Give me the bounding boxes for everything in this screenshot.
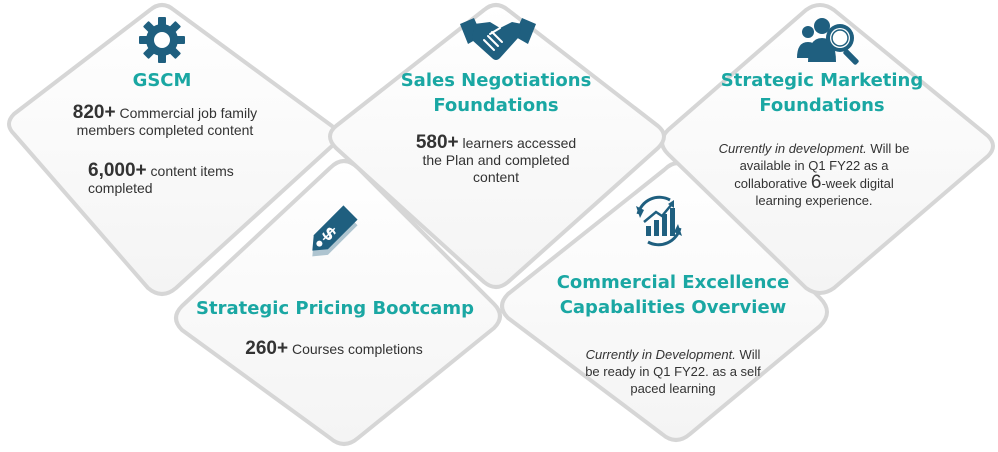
pricing-stat: 260+ Courses completions <box>214 338 454 359</box>
sales-stat-text-b: the Plan and completed <box>422 152 570 168</box>
pricing-stat-value: 260+ <box>245 338 289 359</box>
gscm-stat1: 820+ Commercial job family members compl… <box>40 102 290 139</box>
commercial-description: Currently in Development. Will be ready … <box>562 346 784 397</box>
gscm-stat2: 6,000+ content items completed <box>88 160 268 197</box>
gscm-stat1-text-b: members completed content <box>76 122 254 138</box>
gscm-stat2-text-b: completed <box>88 180 153 196</box>
marketing-line2: available in Q1 FY22 as a <box>739 158 889 173</box>
sales-stat-value: 580+ <box>415 132 459 153</box>
pricing-title: Strategic Pricing Bootcamp <box>196 298 474 319</box>
people-search-icon <box>797 18 859 65</box>
gscm-stat2-value: 6,000+ <box>88 160 147 181</box>
growth-chart-icon <box>636 195 682 247</box>
commercial-title-line1: Commercial Excellence <box>556 272 790 293</box>
card-marketing-shape <box>660 3 995 295</box>
card-sales-shape <box>328 3 666 289</box>
commercial-title-line2: Capabalities Overview <box>559 297 787 318</box>
sales-stat-text-c: content <box>473 169 519 185</box>
gear-icon <box>139 17 185 63</box>
marketing-description: Currently in development. Will be availa… <box>706 140 922 209</box>
marketing-title: Strategic Marketing Foundations <box>712 68 932 118</box>
price-tag-icon: $ <box>312 205 358 257</box>
commercial-line3: paced learning <box>630 381 716 396</box>
handshake-icon <box>460 18 536 60</box>
commercial-line1-italic: Currently in Development. <box>585 347 736 362</box>
gscm-stat1-text-a: Commercial job family <box>119 105 258 121</box>
marketing-line1-rest: Will be <box>866 141 910 156</box>
sales-stat-text-a: learners accessed <box>462 135 577 151</box>
pricing-stat-text: Courses completions <box>291 341 423 357</box>
commercial-line1-rest: Will <box>735 347 761 362</box>
gscm-stat2-text-a: content items <box>150 163 234 179</box>
gscm-stat1-value: 820+ <box>72 102 116 123</box>
marketing-title-line2: Foundations <box>759 95 885 116</box>
marketing-line3-b: -week digital <box>821 176 894 191</box>
marketing-line3-big: 6 <box>810 172 822 193</box>
commercial-title: Commercial Excellence Capabalities Overv… <box>542 270 804 320</box>
sales-title-line2: Foundations <box>433 95 559 116</box>
marketing-line3-a: collaborative <box>734 176 811 191</box>
marketing-line4: learning experience. <box>755 193 873 208</box>
sales-stat: 580+ learners accessed the Plan and comp… <box>396 132 596 186</box>
sales-title-line1: Sales Negotiations <box>400 70 592 91</box>
marketing-title-line1: Strategic Marketing <box>720 70 924 91</box>
commercial-line2: be ready in Q1 FY22. as a self <box>585 364 761 379</box>
card-gscm-shape <box>7 3 340 296</box>
gscm-title: GSCM <box>132 70 192 91</box>
marketing-line1-italic: Currently in development. <box>718 141 867 156</box>
sales-title: Sales Negotiations Foundations <box>386 68 606 118</box>
